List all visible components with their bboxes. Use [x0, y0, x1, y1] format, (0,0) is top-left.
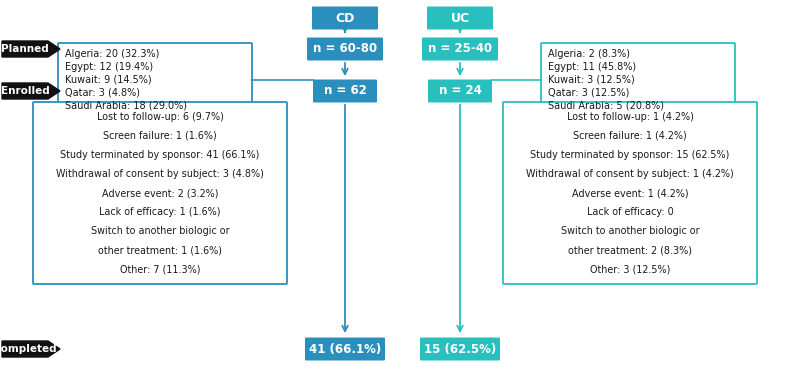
- FancyArrow shape: [2, 41, 60, 57]
- FancyBboxPatch shape: [503, 102, 757, 284]
- Text: Qatar: 3 (12.5%): Qatar: 3 (12.5%): [548, 88, 630, 98]
- FancyArrow shape: [2, 83, 60, 99]
- Text: Algeria: 20 (32.3%): Algeria: 20 (32.3%): [65, 49, 160, 59]
- Text: Other: 7 (11.3%): Other: 7 (11.3%): [120, 265, 200, 275]
- Text: Completed: Completed: [0, 344, 57, 354]
- Text: n = 62: n = 62: [324, 85, 367, 98]
- Text: Kuwait: 3 (12.5%): Kuwait: 3 (12.5%): [548, 75, 634, 85]
- Text: Switch to another biologic or: Switch to another biologic or: [91, 226, 229, 236]
- Text: Screen failure: 1 (4.2%): Screen failure: 1 (4.2%): [573, 131, 687, 141]
- Text: Withdrawal of consent by subject: 1 (4.2%): Withdrawal of consent by subject: 1 (4.2…: [526, 169, 734, 179]
- Text: Withdrawal of consent by subject: 3 (4.8%): Withdrawal of consent by subject: 3 (4.8…: [56, 169, 264, 179]
- Text: Study terminated by sponsor: 41 (66.1%): Study terminated by sponsor: 41 (66.1%): [60, 150, 260, 160]
- Text: Egypt: 12 (19.4%): Egypt: 12 (19.4%): [65, 62, 153, 72]
- Text: Adverse event: 2 (3.2%): Adverse event: 2 (3.2%): [102, 188, 218, 198]
- Text: CD: CD: [335, 12, 355, 24]
- Text: 15 (62.5%): 15 (62.5%): [424, 342, 496, 355]
- Text: Saudi Arabia: 5 (20.8%): Saudi Arabia: 5 (20.8%): [548, 101, 664, 111]
- Text: Enrolled: Enrolled: [1, 86, 49, 96]
- Text: Qatar: 3 (4.8%): Qatar: 3 (4.8%): [65, 88, 140, 98]
- Text: Egypt: 11 (45.8%): Egypt: 11 (45.8%): [548, 62, 636, 72]
- Text: Lack of efficacy: 0: Lack of efficacy: 0: [587, 207, 673, 217]
- FancyBboxPatch shape: [427, 7, 493, 30]
- Text: Study terminated by sponsor: 15 (62.5%): Study terminated by sponsor: 15 (62.5%): [530, 150, 730, 160]
- Text: Planned: Planned: [1, 44, 49, 54]
- FancyBboxPatch shape: [313, 79, 377, 102]
- Text: other treatment: 1 (1.6%): other treatment: 1 (1.6%): [98, 245, 222, 255]
- Text: Switch to another biologic or: Switch to another biologic or: [561, 226, 699, 236]
- Text: other treatment: 2 (8.3%): other treatment: 2 (8.3%): [568, 245, 692, 255]
- Text: Screen failure: 1 (1.6%): Screen failure: 1 (1.6%): [103, 131, 217, 141]
- Text: n = 24: n = 24: [438, 85, 481, 98]
- Text: Lack of efficacy: 1 (1.6%): Lack of efficacy: 1 (1.6%): [100, 207, 220, 217]
- FancyBboxPatch shape: [422, 37, 498, 60]
- Text: Saudi Arabia: 18 (29.0%): Saudi Arabia: 18 (29.0%): [65, 101, 187, 111]
- FancyBboxPatch shape: [420, 338, 500, 361]
- Text: n = 60-80: n = 60-80: [313, 43, 377, 56]
- Text: UC: UC: [450, 12, 469, 24]
- Text: Algeria: 2 (8.3%): Algeria: 2 (8.3%): [548, 49, 630, 59]
- FancyBboxPatch shape: [33, 102, 287, 284]
- FancyBboxPatch shape: [58, 43, 252, 117]
- Text: 41 (66.1%): 41 (66.1%): [309, 342, 381, 355]
- Text: n = 25-40: n = 25-40: [428, 43, 492, 56]
- Text: Lost to follow-up: 1 (4.2%): Lost to follow-up: 1 (4.2%): [566, 112, 694, 122]
- Text: Adverse event: 1 (4.2%): Adverse event: 1 (4.2%): [572, 188, 688, 198]
- FancyBboxPatch shape: [541, 43, 735, 117]
- FancyBboxPatch shape: [312, 7, 378, 30]
- FancyBboxPatch shape: [307, 37, 383, 60]
- FancyBboxPatch shape: [428, 79, 492, 102]
- FancyArrow shape: [2, 341, 60, 357]
- Text: Lost to follow-up: 6 (9.7%): Lost to follow-up: 6 (9.7%): [96, 112, 224, 122]
- Text: Kuwait: 9 (14.5%): Kuwait: 9 (14.5%): [65, 75, 152, 85]
- FancyBboxPatch shape: [305, 338, 385, 361]
- Text: Other: 3 (12.5%): Other: 3 (12.5%): [590, 265, 670, 275]
